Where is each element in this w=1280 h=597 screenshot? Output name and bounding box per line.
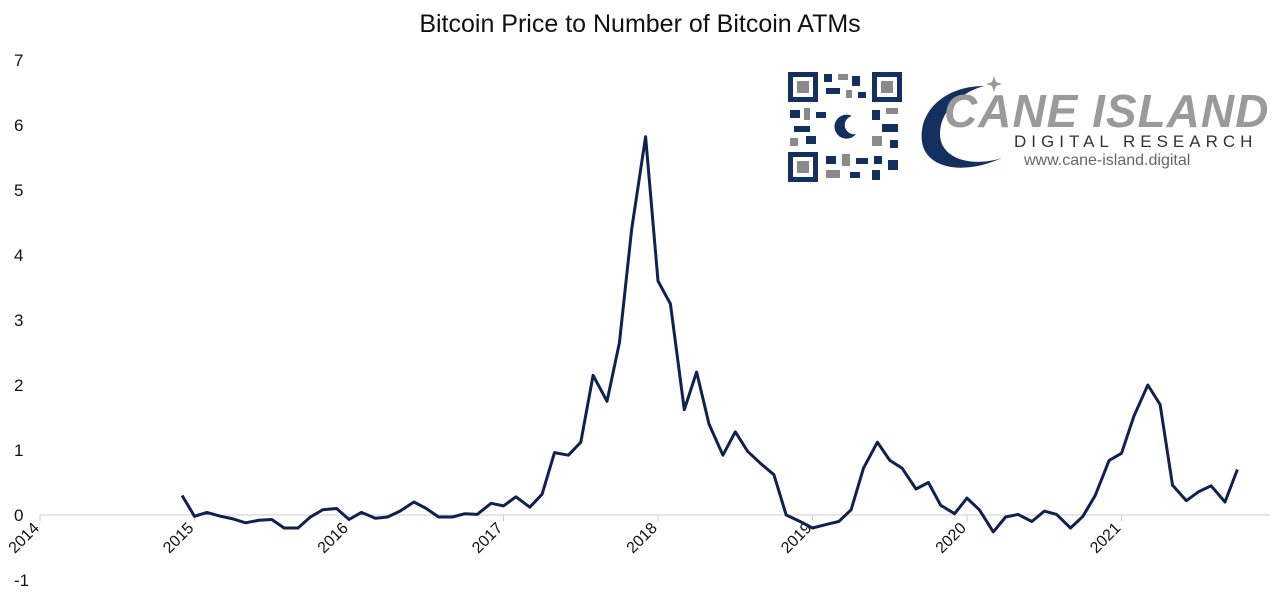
y-tick-label: 2	[14, 376, 23, 395]
y-tick-label: -1	[14, 571, 29, 590]
crescent-swoosh-icon	[921, 76, 1002, 168]
y-tick-label: 1	[14, 441, 23, 460]
x-tick-label: 2015	[160, 520, 197, 557]
y-tick-label: 7	[14, 51, 23, 70]
y-tick-label: 6	[14, 116, 23, 135]
x-tick-label: 2017	[469, 520, 506, 557]
y-tick-label: 5	[14, 181, 23, 200]
qr-code-icon	[786, 70, 904, 184]
brand-subtitle: DIGITAL RESEARCH	[1014, 132, 1258, 151]
series-line	[180, 135, 1239, 534]
x-tick-label: 2016	[315, 520, 352, 557]
y-tick-label: 0	[14, 506, 23, 525]
y-tick-label: 4	[14, 246, 23, 265]
chart-title: Bitcoin Price to Number of Bitcoin ATMs	[419, 10, 861, 38]
brand-wordmark: CANE ISLAND DIGITAL RESEARCH www.cane-is…	[914, 66, 1268, 184]
brand-name: CANE ISLAND	[944, 85, 1270, 137]
x-axis-ticks: 2014 2015 2016 2017 2018 2019 2020 2021	[6, 515, 1124, 557]
x-tick-label: 2021	[1087, 520, 1124, 557]
x-tick-label: 2018	[624, 520, 661, 557]
cane-island-logo: CANE ISLAND DIGITAL RESEARCH www.cane-is…	[786, 66, 1268, 184]
y-tick-label: 3	[14, 311, 23, 330]
x-tick-label: 2014	[6, 520, 43, 557]
y-axis-ticks: 7 6 5 4 3 2 1 0 -1	[14, 51, 29, 590]
brand-url: www.cane-island.digital	[1024, 152, 1191, 169]
x-tick-label: 2020	[933, 520, 970, 557]
